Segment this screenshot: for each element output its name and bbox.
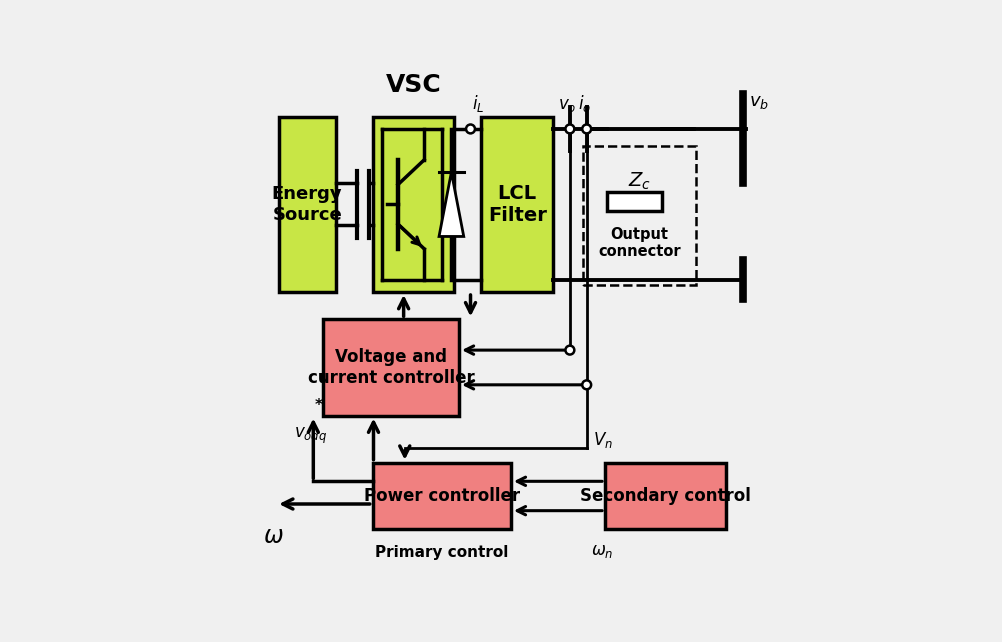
Text: Power controller: Power controller	[364, 487, 520, 505]
Text: Output
connector: Output connector	[598, 227, 681, 259]
Text: $i_o$: $i_o$	[577, 93, 591, 114]
FancyBboxPatch shape	[605, 463, 726, 530]
Text: $v_{odq}$: $v_{odq}$	[295, 426, 328, 446]
Text: $v_b$: $v_b$	[749, 92, 770, 111]
Text: VSC: VSC	[386, 73, 441, 97]
Text: $\omega_n$: $\omega_n$	[591, 542, 614, 560]
FancyBboxPatch shape	[607, 192, 662, 211]
FancyBboxPatch shape	[373, 463, 511, 530]
Circle shape	[565, 345, 574, 354]
Circle shape	[582, 125, 591, 134]
Text: Primary control: Primary control	[375, 545, 509, 560]
Text: $i_L$: $i_L$	[472, 93, 484, 114]
Text: Energy
Source: Energy Source	[272, 185, 343, 223]
Text: $\omega$: $\omega$	[264, 524, 285, 548]
Text: Secondary control: Secondary control	[580, 487, 750, 505]
Text: $v_o$: $v_o$	[558, 96, 576, 114]
Text: LCL
Filter: LCL Filter	[488, 184, 547, 225]
FancyBboxPatch shape	[481, 117, 553, 292]
Circle shape	[582, 380, 591, 389]
Text: $Z_c$: $Z_c$	[628, 170, 651, 191]
FancyBboxPatch shape	[324, 319, 459, 415]
FancyBboxPatch shape	[279, 117, 336, 292]
Text: Voltage and
current controller: Voltage and current controller	[308, 348, 475, 387]
Text: $V_n$: $V_n$	[592, 430, 612, 450]
FancyBboxPatch shape	[583, 146, 696, 284]
Circle shape	[565, 125, 574, 134]
Polygon shape	[439, 172, 464, 236]
Text: *: *	[315, 398, 323, 413]
FancyBboxPatch shape	[373, 117, 454, 292]
Circle shape	[466, 125, 475, 134]
